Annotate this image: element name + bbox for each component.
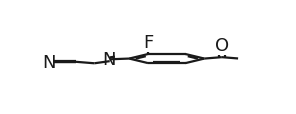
Text: N: N xyxy=(42,53,56,71)
Text: N: N xyxy=(102,51,116,69)
Text: O: O xyxy=(215,37,229,55)
Text: F: F xyxy=(143,34,153,52)
